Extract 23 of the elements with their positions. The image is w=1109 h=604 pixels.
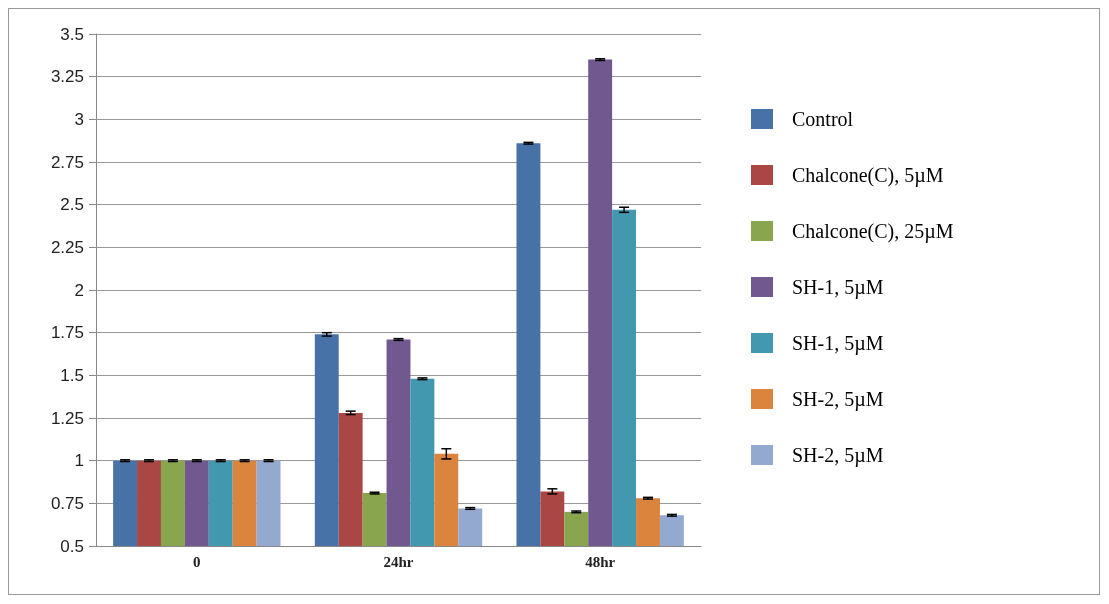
legend-label: SH-1, 5µM — [792, 332, 884, 355]
legend-label: SH-1, 5µM — [792, 276, 884, 299]
legend-label: Chalcone(C), 25µM — [792, 220, 954, 243]
y-tick-label: 0.5 — [60, 536, 84, 556]
y-tick-label: 3.25 — [50, 67, 84, 87]
y-tick-label: 1.25 — [50, 408, 84, 428]
y-tick-label: 2 — [74, 280, 84, 300]
y-tick-label: 3.5 — [60, 24, 84, 44]
y-tick-label: 3 — [74, 109, 84, 129]
legend-label: SH-2, 5µM — [792, 444, 884, 467]
y-tick-label: 0.75 — [50, 493, 84, 513]
x-tick-label: 24hr — [383, 553, 414, 570]
x-tick-label: 0 — [193, 553, 201, 570]
legend-label: SH-2, 5µM — [792, 388, 884, 411]
y-tick-label: 1 — [74, 451, 84, 471]
legend-label: Chalcone(C), 5µM — [792, 164, 944, 187]
y-tick-label: 2.5 — [60, 195, 84, 215]
y-tick-label: 1.75 — [50, 323, 84, 343]
x-tick-label: 48hr — [585, 553, 616, 570]
legend-label: Control — [792, 108, 854, 130]
y-tick-label: 2.25 — [50, 237, 84, 257]
y-tick-label: 1.5 — [60, 365, 84, 385]
y-tick-label: 2.75 — [50, 152, 84, 172]
